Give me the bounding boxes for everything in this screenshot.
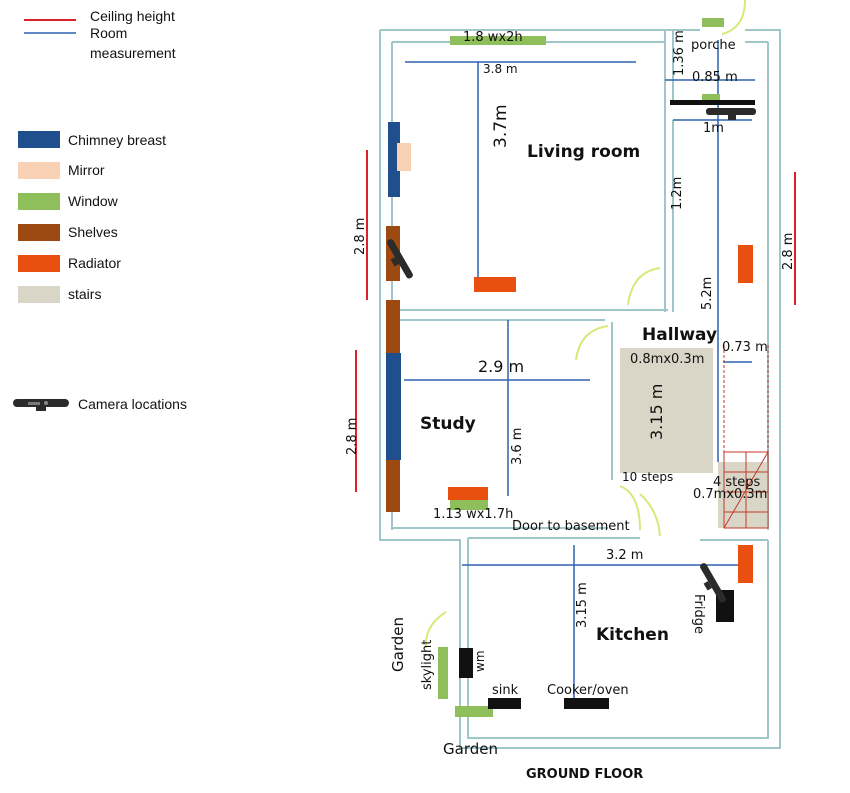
legend-measure-label-2: measurement: [90, 45, 176, 61]
label-porch-width: 0.85 m: [692, 70, 738, 85]
legend-mirror-label: Mirror: [68, 162, 105, 178]
legend-camera-label: Camera locations: [78, 396, 187, 412]
label-living-window: 1.8 wx2h: [463, 30, 523, 45]
radiator-study: [448, 487, 488, 500]
label-ceiling-left-top: 2.8 m: [353, 218, 368, 255]
room-study: Study: [420, 414, 476, 434]
label-porch-1m: 1m: [703, 121, 724, 136]
label-wm: wm: [473, 650, 487, 672]
ceiling-lines: [355, 150, 796, 492]
doors: [424, 0, 746, 649]
label-ceiling-right: 2.8 m: [781, 233, 796, 270]
label-hall-073: 0.73 m: [722, 340, 768, 355]
label-skylight: skylight: [420, 640, 435, 690]
camera-icon: [706, 108, 756, 120]
window-porch: [702, 18, 724, 27]
legend-stairs-swatch: [18, 286, 60, 303]
label-living-width: 3.8 m: [483, 62, 518, 76]
door-garden: [424, 611, 447, 649]
radiator-living: [474, 277, 516, 292]
measure-lines: [404, 40, 755, 705]
label-sink: sink: [492, 683, 519, 698]
legend-chimney-swatch: [18, 131, 60, 148]
legend-mirror-swatch: [18, 162, 60, 179]
shelves-study-top: [386, 300, 400, 355]
label-hall-1-2: 1.2m: [670, 177, 685, 210]
label-garden-top: Garden: [389, 617, 407, 672]
sink: [488, 698, 521, 709]
walls: [379, 29, 781, 749]
label-fridge: Fridge: [691, 594, 706, 634]
label-study-window: 1.13 wx1.7h: [433, 507, 513, 522]
legend-window-label: Window: [68, 193, 119, 209]
legend-camera-icon: [13, 399, 69, 411]
label-stairs-size: 0.8mx0.3m: [630, 352, 704, 367]
legend-ceiling-label: Ceiling height: [90, 8, 175, 24]
label-steps-4: 4 steps: [713, 475, 761, 490]
mirror-living: [397, 143, 411, 171]
camera-icon: [387, 239, 413, 279]
door-study: [575, 325, 609, 361]
stairs-main: [620, 348, 713, 473]
camera-icon: [700, 563, 726, 603]
legend-shelves-label: Shelves: [68, 224, 118, 240]
label-garden-bottom: Garden: [443, 740, 498, 758]
room-kitchen: Kitchen: [596, 625, 669, 645]
label-living-depth: 3.7m: [491, 104, 511, 148]
door-basement: [619, 485, 641, 531]
window-living: [450, 36, 546, 45]
window-porch-inner: [702, 94, 720, 104]
chimney-study: [386, 353, 401, 460]
room-hallway: Hallway: [642, 325, 717, 345]
label-kitchen-depth: 3.15 m: [575, 582, 590, 628]
window-kitchen: [455, 706, 493, 717]
legend-radiator-label: Radiator: [68, 255, 121, 271]
label-stairs-length: 3.15 m: [647, 384, 666, 440]
label-ceiling-left-bottom: 2.8 m: [345, 418, 360, 455]
radiator-kitchen: [738, 545, 753, 583]
room-living: Living room: [527, 142, 640, 162]
floor-title: GROUND FLOOR: [526, 767, 643, 782]
label-kitchen-width: 3.2 m: [606, 548, 643, 563]
legend-shelves-swatch: [18, 224, 60, 241]
legend-window-swatch: [18, 193, 60, 210]
label-study-depth: 3.6 m: [510, 428, 525, 465]
label-steps-10: 10 steps: [622, 470, 673, 484]
label-porch: porche: [691, 38, 736, 53]
door-front: [721, 0, 746, 35]
washing-machine: [459, 648, 473, 678]
label-porch-depth: 1.36 m: [672, 30, 687, 76]
door-living: [627, 267, 661, 306]
legend-radiator-swatch: [18, 255, 60, 272]
porch-bar: [670, 100, 755, 105]
label-stairs-small: 0.7mx0.3m: [693, 487, 767, 502]
label-cooker: Cooker/oven: [547, 683, 629, 698]
label-door-basement: Door to basement: [512, 519, 630, 534]
legend-chimney-label: Chimney breast: [68, 132, 166, 148]
radiator-hall: [738, 245, 753, 283]
legend: Ceiling height Room measurement Chimney …: [13, 8, 187, 412]
legend-measure-label: Room: [90, 25, 127, 41]
shelves-study-bottom: [386, 460, 400, 512]
window-study: [450, 500, 488, 510]
legend-stairs-label: stairs: [68, 286, 101, 302]
chimney-living: [388, 122, 400, 197]
cooker-oven: [564, 698, 609, 709]
label-hall-5-2: 5.2m: [700, 277, 715, 310]
stairs-basement-outline: [723, 345, 769, 529]
window-skylight: [438, 647, 448, 699]
door-kitchen: [639, 493, 661, 537]
label-study-width: 2.9 m: [478, 357, 524, 376]
